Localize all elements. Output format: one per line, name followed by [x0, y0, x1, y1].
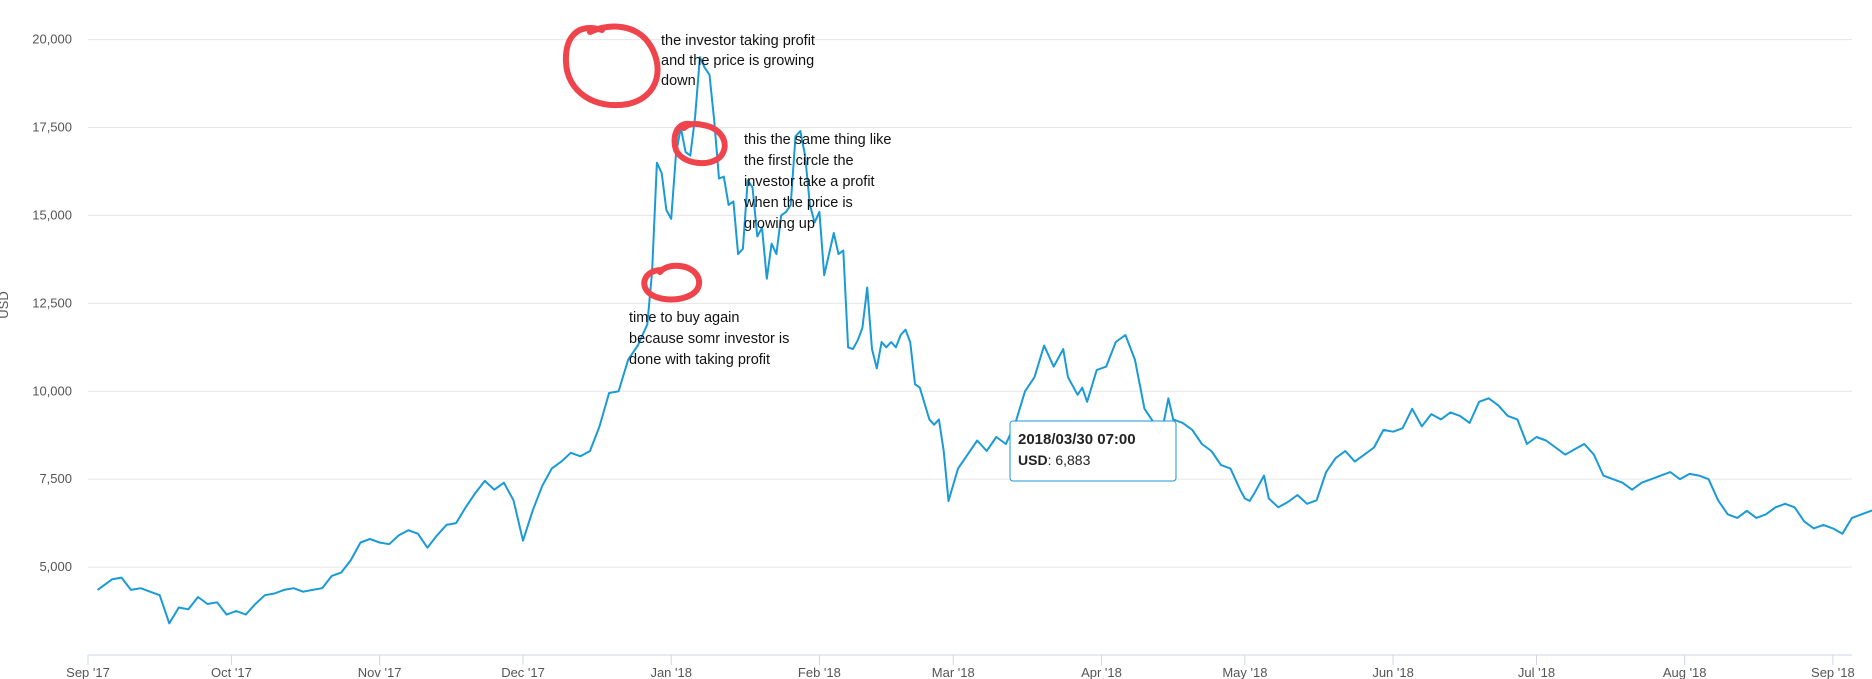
x-tick-label: Jul '18 [1518, 665, 1555, 679]
x-tick-label: Feb '18 [798, 665, 841, 679]
annotation-circle-second-peak [671, 120, 728, 167]
annotation-note-1-line: and the price is growing [661, 53, 814, 69]
annotation-circles [562, 23, 728, 303]
annotation-note-3-line: time to buy again [629, 310, 739, 326]
y-tick-label: 15,000 [32, 207, 72, 222]
y-tick-label: 10,000 [32, 383, 72, 398]
tooltip: 2018/03/30 07:00 USD: 6,883 [1009, 420, 1177, 482]
tooltip-value: 6,883 [1055, 452, 1090, 468]
y-tick-label: 7,500 [39, 471, 72, 486]
grid-lines [88, 39, 1852, 568]
y-tick-label: 5,000 [39, 559, 72, 574]
x-tick-label: Aug '18 [1663, 665, 1707, 679]
annotation-note-3: time to buy again because somr investor … [629, 310, 793, 368]
y-axis-ticks: 5,000 7,500 10,000 12,500 15,000 17,500 20,000 [32, 32, 72, 574]
tooltip-value-line: USD: 6,883 [1018, 452, 1091, 468]
annotation-note-1-line: the investor taking profit [661, 33, 815, 49]
y-tick-label: 20,000 [32, 32, 72, 47]
x-tick-label: Mar '18 [932, 665, 975, 679]
annotation-note-2: this the same thing like the first circl… [743, 132, 896, 232]
annotation-note-1-line: down [661, 73, 696, 89]
x-tick-label: May '18 [1222, 665, 1267, 679]
annotation-note-2-line: this the same thing like [744, 132, 892, 148]
tooltip-series-label: USD [1018, 452, 1048, 468]
x-tick-label: Jun '18 [1372, 665, 1414, 679]
annotation-note-2-line: the first circle the [744, 153, 854, 169]
tooltip-date: 2018/03/30 07:00 [1018, 431, 1136, 448]
annotation-note-3-line: done with taking profit [629, 352, 770, 368]
annotation-note-1: the investor taking profit and the price… [661, 33, 819, 89]
annotation-note-2-line: growing up [744, 216, 815, 232]
annotation-note-2-line: when the price is [743, 195, 853, 211]
annotations: the investor taking profit and the price… [629, 33, 896, 368]
y-tick-label: 12,500 [32, 295, 72, 310]
y-axis-title: USD [0, 291, 11, 318]
annotation-circle-dip [641, 262, 702, 303]
tooltip-box [1009, 420, 1177, 482]
x-tick-label: Dec '17 [501, 665, 545, 679]
price-series-line[interactable] [97, 56, 1872, 625]
x-tick-label: Sep '18 [1811, 665, 1855, 679]
x-tick-label: Sep '17 [66, 665, 110, 679]
annotation-note-2-line: investor take a profit [744, 174, 875, 190]
annotation-note-3-line: because somr investor is [629, 331, 789, 347]
x-tick-label: Nov '17 [358, 665, 402, 679]
annotation-circle-peak [562, 23, 661, 109]
tooltip-separator: : [1048, 452, 1056, 468]
x-tick-label: Apr '18 [1081, 665, 1122, 679]
x-tick-label: Oct '17 [211, 665, 252, 679]
x-axis-ticks: Sep '17 Oct '17 Nov '17 Dec '17 Jan '18 Feb '… [66, 655, 1855, 679]
x-tick-label: Jan '18 [650, 665, 692, 679]
y-tick-label: 17,500 [32, 120, 72, 135]
